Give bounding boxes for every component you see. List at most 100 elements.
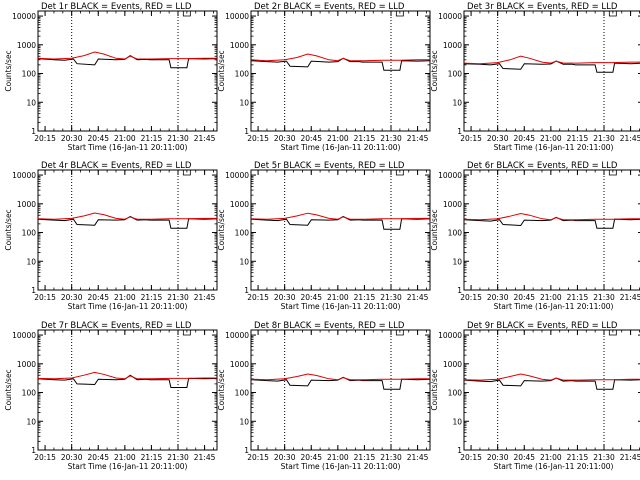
x-tick-label: 20:15 [460, 293, 482, 302]
x-tick-label: 21:45 [194, 134, 216, 143]
x-axis-label: Start Time (16-Jan-11 20:11:00) [494, 462, 614, 471]
y-tick-label: 100 [22, 389, 37, 398]
x-tick-label: 21:45 [620, 134, 640, 143]
lld-series-line [250, 212, 430, 220]
y-tick-label: 100 [448, 70, 463, 79]
y-tick-label: 1000 [17, 360, 36, 369]
y-tick-label: 10000 [12, 171, 36, 180]
y-tick-label: 10 [26, 98, 36, 107]
interval-bracket [182, 11, 191, 17]
y-tick-label: 10000 [438, 331, 462, 340]
x-tick-label: 21:45 [620, 453, 640, 462]
x-tick-label: 21:15 [567, 293, 589, 302]
plot-frame [463, 329, 640, 451]
y-tick-label: 10000 [225, 171, 249, 180]
detector-panel-3: Det 3r BLACK = Events, RED = LLD 1 10 100 10… [430, 2, 640, 152]
x-tick-label: 21:15 [141, 293, 163, 302]
y-tick-label: 100 [235, 389, 250, 398]
plot-frame [37, 329, 218, 451]
x-tick-label: 21:30 [167, 134, 189, 143]
y-tick-label: 100 [22, 229, 37, 238]
y-tick-label: 10000 [12, 12, 36, 21]
x-tick-label: 20:15 [34, 453, 56, 462]
panel-title: Det 2r BLACK = Events, RED = LLD [254, 2, 405, 12]
x-tick-label: 20:30 [274, 293, 296, 302]
x-tick-label: 21:15 [141, 134, 163, 143]
lld-series-line [463, 212, 640, 221]
x-tick-label: 21:30 [593, 453, 615, 462]
lld-series-line [37, 212, 217, 220]
x-tick-label: 20:45 [87, 453, 109, 462]
events-series-line [463, 60, 640, 73]
y-tick-label: 1000 [17, 200, 36, 209]
x-tick-label: 20:15 [34, 134, 56, 143]
detector-panel-4: Det 4r BLACK = Events, RED = LLD 1 10 100 10… [4, 161, 218, 311]
interval-bracket [608, 330, 617, 336]
x-tick-label: 21:15 [354, 453, 376, 462]
detector-panel-5: Det 5r BLACK = Events, RED = LLD 1 10 100 10… [217, 161, 431, 311]
y-tick-label: 1 [457, 286, 462, 295]
interval-bracket [395, 330, 404, 336]
y-axis-label: Counts/sec [217, 209, 226, 250]
x-tick-label: 21:15 [567, 453, 589, 462]
y-tick-label: 10000 [438, 12, 462, 21]
detector-panel-6: Det 6r BLACK = Events, RED = LLD 1 10 100 10… [430, 161, 640, 311]
x-tick-label: 20:45 [513, 453, 535, 462]
panel-title: Det 9r BLACK = Events, RED = LLD [467, 321, 618, 331]
y-tick-label: 1 [457, 446, 462, 455]
panel-title: Det 5r BLACK = Events, RED = LLD [254, 161, 405, 171]
interval-bracket [395, 11, 404, 17]
y-tick-label: 10 [239, 257, 249, 266]
y-tick-label: 1000 [443, 41, 462, 50]
panel-title: Det 1r BLACK = Events, RED = LLD [41, 2, 192, 12]
y-axis-label: Counts/sec [430, 209, 439, 250]
detector-panel-7: Det 7r BLACK = Events, RED = LLD 1 10 100 10… [4, 321, 218, 471]
x-tick-label: 21:30 [380, 453, 402, 462]
y-tick-label: 1000 [443, 360, 462, 369]
y-tick-label: 1000 [443, 200, 462, 209]
x-tick-label: 21:45 [407, 134, 429, 143]
x-tick-label: 21:30 [167, 293, 189, 302]
y-axis-label: Counts/sec [217, 369, 226, 410]
y-tick-label: 1000 [17, 41, 36, 50]
x-tick-label: 21:30 [380, 293, 402, 302]
y-tick-label: 10 [239, 98, 249, 107]
x-tick-label: 21:30 [380, 134, 402, 143]
x-tick-label: 20:15 [247, 134, 269, 143]
y-tick-label: 10000 [225, 12, 249, 21]
panel-title: Det 3r BLACK = Events, RED = LLD [467, 2, 618, 12]
panel-title: Det 6r BLACK = Events, RED = LLD [467, 161, 618, 171]
interval-bracket [608, 11, 617, 17]
y-tick-label: 10000 [225, 331, 249, 340]
y-tick-label: 1 [31, 127, 36, 136]
y-tick-label: 1 [457, 127, 462, 136]
x-axis-label: Start Time (16-Jan-11 20:11:00) [281, 302, 401, 311]
x-tick-label: 20:45 [87, 134, 109, 143]
x-tick-label: 21:00 [540, 293, 562, 302]
y-tick-label: 1 [244, 446, 249, 455]
x-tick-label: 20:45 [300, 453, 322, 462]
y-axis-label: Counts/sec [217, 50, 226, 91]
x-axis-label: Start Time (16-Jan-11 20:11:00) [281, 143, 401, 152]
x-tick-label: 20:15 [460, 453, 482, 462]
y-tick-label: 10 [452, 257, 462, 266]
x-tick-label: 21:00 [540, 134, 562, 143]
y-axis-label: Counts/sec [4, 369, 13, 410]
y-tick-label: 100 [22, 70, 37, 79]
lld-series-line [463, 55, 640, 65]
y-tick-label: 1 [31, 446, 36, 455]
detector-panel-2: Det 2r BLACK = Events, RED = LLD 1 10 100 10… [217, 2, 431, 152]
x-tick-label: 20:30 [274, 134, 296, 143]
x-tick-label: 21:00 [327, 453, 349, 462]
plot-frame [463, 10, 640, 132]
plot-frame [37, 10, 218, 132]
x-tick-label: 20:30 [487, 293, 509, 302]
plot-frame [250, 169, 431, 291]
y-tick-label: 1 [31, 286, 36, 295]
x-tick-label: 21:30 [593, 293, 615, 302]
y-tick-label: 100 [235, 229, 250, 238]
x-tick-label: 21:15 [354, 293, 376, 302]
panel-title: Det 8r BLACK = Events, RED = LLD [254, 321, 405, 331]
x-axis-label: Start Time (16-Jan-11 20:11:00) [68, 302, 188, 311]
